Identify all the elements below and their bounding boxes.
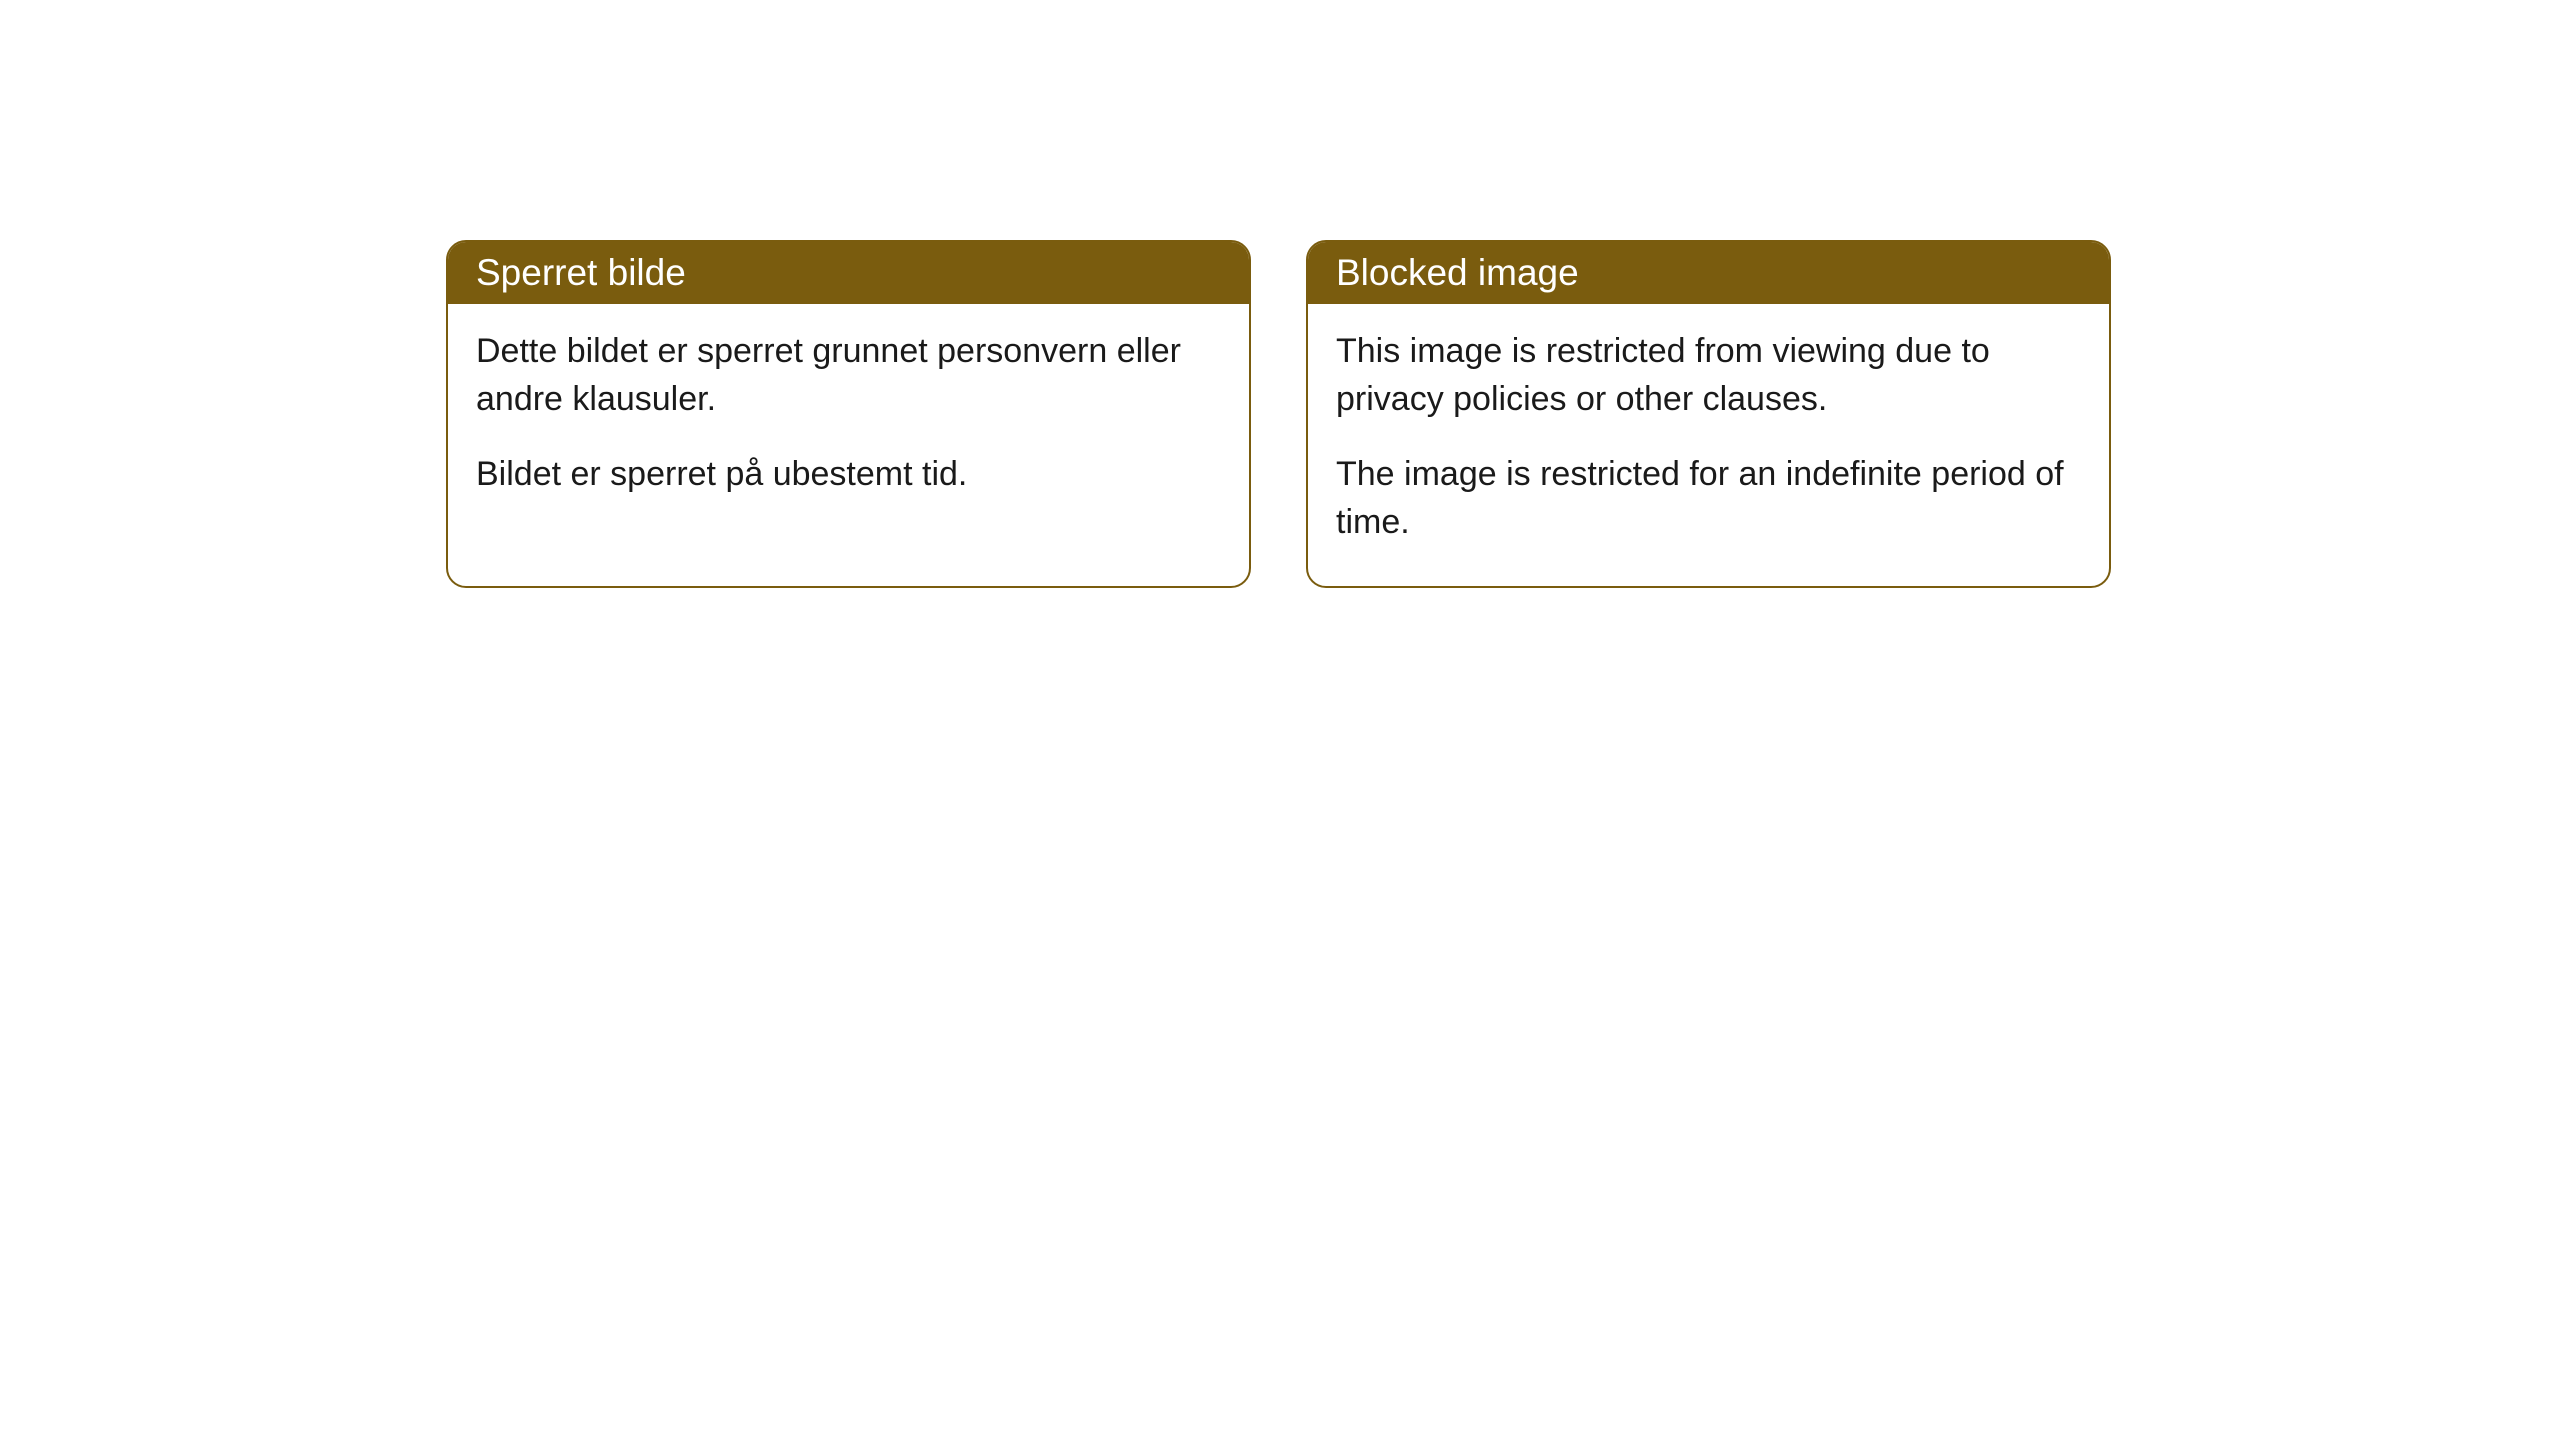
card-norwegian: Sperret bilde Dette bildet er sperret gr… xyxy=(446,240,1251,588)
card-body-norwegian: Dette bildet er sperret grunnet personve… xyxy=(448,304,1249,539)
card-paragraph-2-norwegian: Bildet er sperret på ubestemt tid. xyxy=(476,451,1221,499)
card-paragraph-2-english: The image is restricted for an indefinit… xyxy=(1336,451,2081,546)
card-body-english: This image is restricted from viewing du… xyxy=(1308,304,2109,586)
card-title-norwegian: Sperret bilde xyxy=(448,242,1249,304)
card-paragraph-1-english: This image is restricted from viewing du… xyxy=(1336,328,2081,423)
card-english: Blocked image This image is restricted f… xyxy=(1306,240,2111,588)
cards-container: Sperret bilde Dette bildet er sperret gr… xyxy=(446,240,2111,588)
card-paragraph-1-norwegian: Dette bildet er sperret grunnet personve… xyxy=(476,328,1221,423)
card-title-english: Blocked image xyxy=(1308,242,2109,304)
